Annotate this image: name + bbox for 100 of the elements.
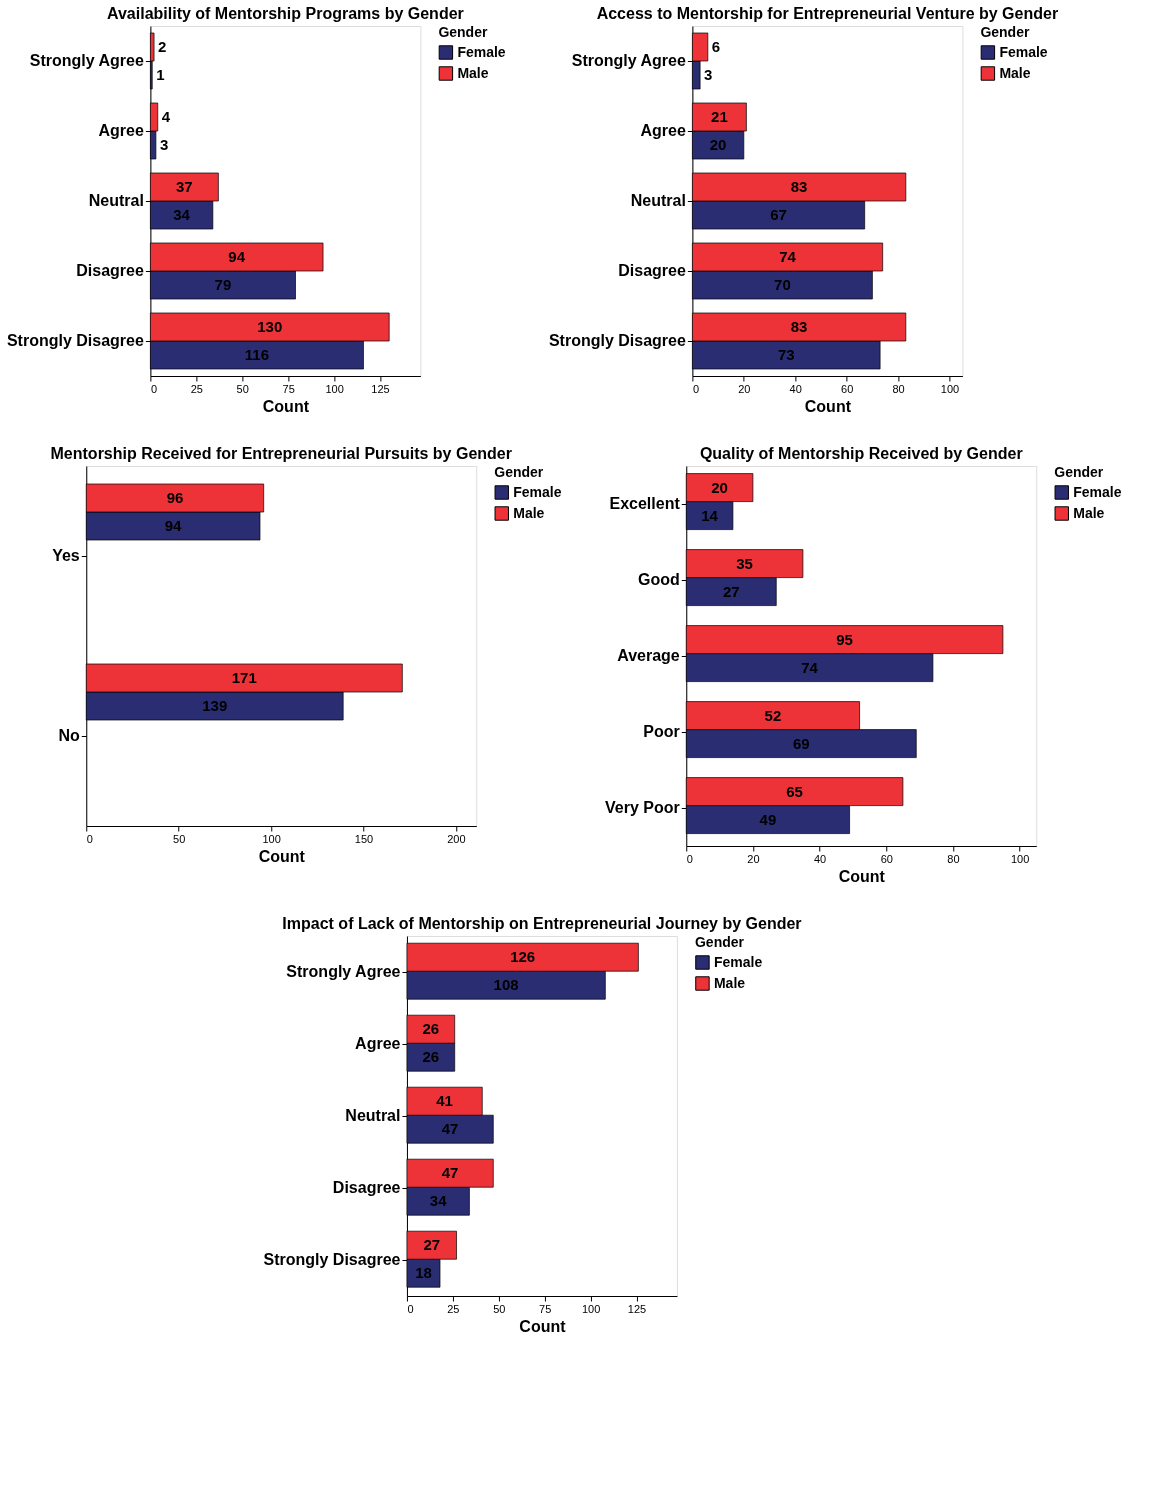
x-tick-label: 150: [354, 832, 374, 845]
data-label: 4: [161, 108, 171, 125]
data-label: 18: [415, 1264, 432, 1282]
x-tick-label: 100: [325, 382, 344, 395]
data-label: 73: [777, 346, 795, 363]
data-label: 171: [231, 669, 257, 686]
x-tick-label: 100: [940, 382, 960, 395]
data-label: 70: [774, 276, 791, 293]
legend-label: Male: [999, 64, 1031, 81]
data-label: 74: [801, 658, 819, 676]
x-tick-label: 60: [841, 382, 854, 395]
data-label: 26: [422, 1020, 440, 1038]
x-axis-title: Count: [262, 397, 310, 415]
data-label: 35: [736, 554, 753, 572]
x-tick-label: 50: [173, 832, 186, 845]
x-tick-label: 25: [447, 1302, 460, 1315]
y-tick-label: Neutral: [88, 192, 144, 209]
data-label: 26: [422, 1048, 440, 1066]
y-tick-label: Average: [617, 647, 680, 664]
x-tick-label: 50: [236, 382, 249, 395]
y-tick-label: Yes: [52, 547, 80, 564]
data-label: 94: [164, 517, 183, 534]
legend-title: Gender: [980, 24, 1030, 40]
data-label: 27: [423, 1236, 441, 1254]
y-tick-label: Excellent: [609, 495, 681, 512]
legend-title: Gender: [1054, 464, 1104, 480]
x-tick-label: 0: [86, 832, 93, 845]
data-label: 14: [701, 506, 719, 524]
x-axis-title: Count: [838, 867, 886, 885]
x-tick-label: 25: [190, 382, 203, 395]
y-tick-label: Very Poor: [605, 799, 680, 816]
data-label: 74: [779, 248, 797, 265]
legend-title: Gender: [694, 934, 745, 950]
x-axis-title: Count: [804, 397, 852, 415]
x-tick-label: 75: [282, 382, 295, 395]
x-axis-title: Count: [519, 1317, 567, 1335]
data-label: 49: [759, 810, 777, 828]
x-tick-label: 50: [493, 1302, 506, 1315]
data-label: 34: [173, 206, 191, 223]
y-tick-label: Agree: [98, 122, 144, 139]
x-tick-label: 80: [947, 852, 960, 865]
data-label: 6: [711, 38, 721, 55]
x-tick-label: 100: [581, 1302, 601, 1315]
data-label: 20: [709, 136, 727, 153]
x-tick-label: 75: [539, 1302, 552, 1315]
y-tick-label: Strongly Agree: [571, 52, 686, 69]
x-tick-label: 100: [262, 832, 281, 845]
y-tick-label: Strongly Agree: [29, 52, 144, 69]
data-label: 69: [792, 734, 810, 752]
data-label: 34: [429, 1192, 448, 1210]
data-label: 2: [158, 38, 167, 55]
legend-label: Male: [513, 504, 545, 521]
data-label: 79: [214, 276, 232, 293]
legend-label: Female: [457, 43, 506, 60]
x-axis-title: Count: [258, 847, 306, 865]
x-tick-label: 200: [447, 832, 466, 845]
data-label: 41: [436, 1092, 453, 1110]
chart-title: Mentorship Received for Entrepreneurial Pursuits by Gender: [50, 445, 512, 462]
data-label: 47: [441, 1120, 459, 1138]
legend-title: Gender: [438, 24, 488, 40]
y-tick-label: Strongly Disagree: [6, 332, 144, 349]
data-label: 65: [786, 782, 803, 800]
chart-title: Access to Mentorship for Entrepreneurial Venture by Gender: [596, 5, 1059, 22]
data-label: 126: [510, 948, 536, 966]
x-tick-label: 20: [747, 852, 760, 865]
chart-title: Quality of Mentorship Received by Gender: [699, 445, 1023, 462]
y-tick-label: Disagree: [76, 262, 144, 279]
legend-label: Male: [1073, 504, 1105, 521]
data-label: 108: [493, 976, 519, 994]
data-label: 20: [711, 478, 728, 496]
x-tick-label: 0: [686, 852, 693, 865]
data-label: 83: [790, 318, 808, 335]
y-tick-label: Agree: [640, 122, 686, 139]
data-label: 83: [790, 178, 808, 195]
y-tick-label: Neutral: [630, 192, 686, 209]
y-tick-label: Good: [637, 571, 680, 588]
y-tick-label: No: [58, 727, 80, 744]
y-tick-label: Strongly Agree: [286, 963, 401, 980]
data-label: 21: [711, 108, 728, 125]
data-label: 52: [764, 706, 782, 724]
data-label: 3: [159, 136, 169, 153]
legend-label: Female: [513, 483, 562, 500]
x-tick-label: 60: [880, 852, 893, 865]
y-tick-label: Disagree: [332, 1179, 401, 1196]
x-tick-label: 0: [407, 1302, 414, 1315]
x-tick-label: 40: [789, 382, 802, 395]
data-label: 27: [722, 582, 740, 600]
x-tick-label: 125: [371, 382, 390, 395]
data-label: 3: [704, 66, 713, 83]
legend-label: Female: [1073, 483, 1122, 500]
legend-label: Male: [457, 64, 489, 81]
x-tick-label: 20: [738, 382, 751, 395]
y-tick-label: Strongly Disagree: [548, 332, 686, 349]
data-label: 116: [244, 346, 270, 363]
data-label: 37: [176, 178, 193, 195]
y-tick-label: Strongly Disagree: [263, 1251, 401, 1268]
legend-label: Female: [713, 953, 763, 970]
data-label: 130: [257, 318, 283, 335]
data-label: 139: [202, 697, 228, 714]
legend-label: Male: [713, 974, 746, 991]
